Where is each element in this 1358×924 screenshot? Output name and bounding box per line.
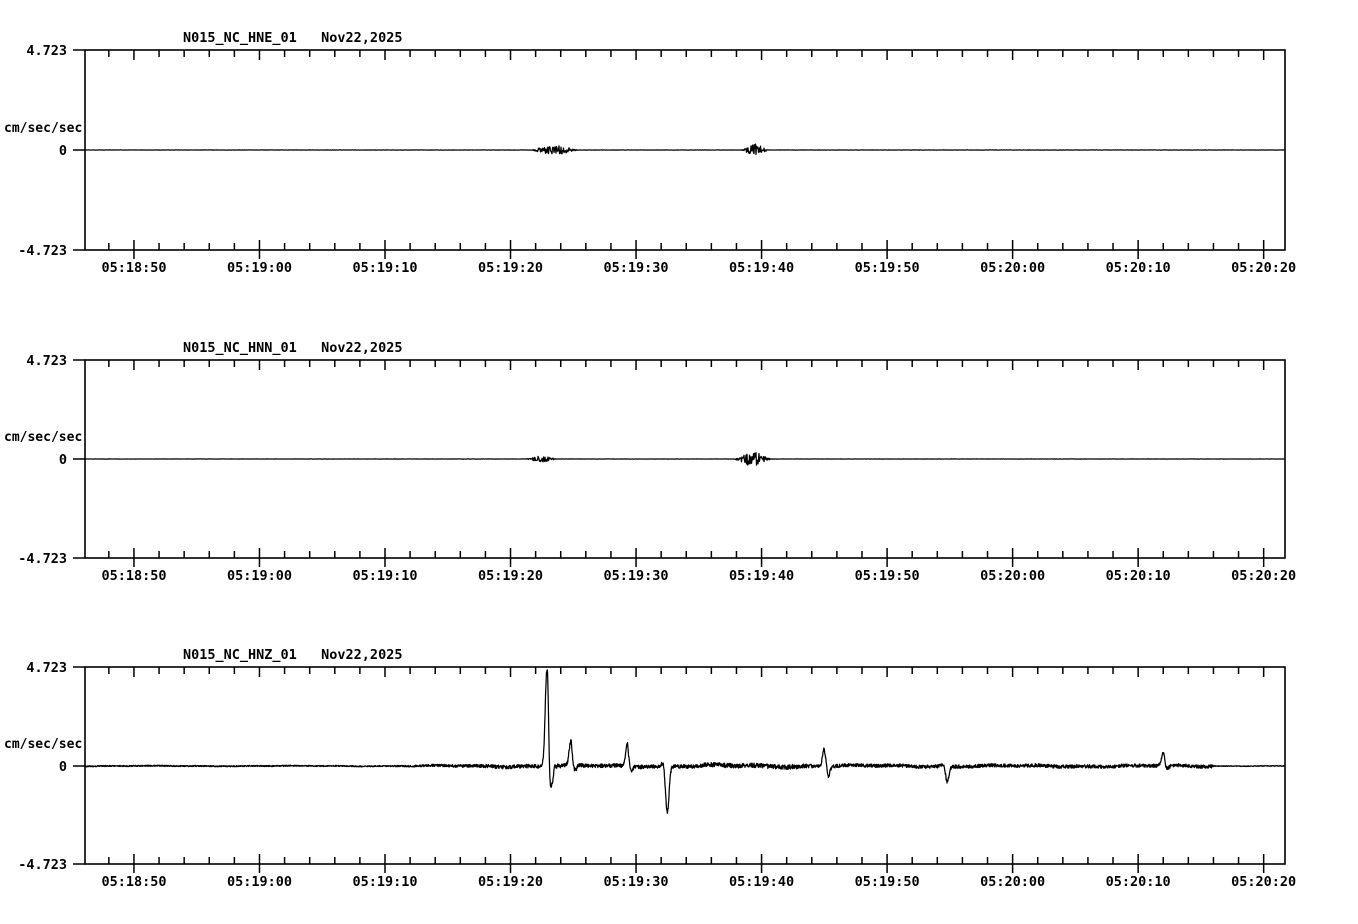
y-axis-unit-label: cm/sec/sec bbox=[4, 430, 82, 445]
x-tick-label: 05:18:50 bbox=[101, 568, 166, 584]
panel-title: N015_NC_HNZ_01 Nov22,2025 bbox=[183, 647, 402, 663]
y-tick-label-min: -4.723 bbox=[18, 857, 67, 873]
x-tick-label: 05:19:40 bbox=[729, 874, 794, 890]
x-tick-label: 05:19:50 bbox=[855, 874, 920, 890]
x-tick-label: 05:20:20 bbox=[1231, 260, 1296, 276]
x-tick-label: 05:18:50 bbox=[101, 260, 166, 276]
x-tick-label: 05:20:00 bbox=[980, 874, 1045, 890]
y-tick-label-max: 4.723 bbox=[26, 353, 67, 369]
x-tick-label: 05:20:00 bbox=[980, 260, 1045, 276]
x-tick-label: 05:19:30 bbox=[604, 260, 669, 276]
waveform-trace bbox=[84, 143, 1286, 156]
x-tick-label: 05:19:30 bbox=[604, 874, 669, 890]
y-tick-label-min: -4.723 bbox=[18, 551, 67, 567]
x-tick-label: 05:19:10 bbox=[352, 874, 417, 890]
y-axis-unit-label: cm/sec/sec bbox=[4, 737, 82, 752]
waveform-trace bbox=[84, 669, 1286, 814]
waveform-trace bbox=[84, 451, 1286, 466]
x-tick-label: 05:19:50 bbox=[855, 260, 920, 276]
y-tick-label-max: 4.723 bbox=[26, 43, 67, 59]
x-tick-label: 05:18:50 bbox=[101, 874, 166, 890]
x-tick-label: 05:19:20 bbox=[478, 260, 543, 276]
panel-n015_nc_hnz_01: N015_NC_HNZ_01 Nov22,2025 4.723 0 -4.723 cm/… bbox=[4, 647, 1296, 890]
x-tick-label: 05:19:50 bbox=[855, 568, 920, 584]
x-tick-label: 05:20:20 bbox=[1231, 874, 1296, 890]
x-tick-label: 05:19:10 bbox=[352, 568, 417, 584]
x-tick-label: 05:20:10 bbox=[1106, 874, 1171, 890]
y-axis-unit-label: cm/sec/sec bbox=[4, 121, 82, 136]
x-tick-label: 05:19:00 bbox=[227, 260, 292, 276]
x-tick-label: 05:19:40 bbox=[729, 260, 794, 276]
panel-title: N015_NC_HNN_01 Nov22,2025 bbox=[183, 340, 402, 356]
x-tick-label: 05:19:20 bbox=[478, 874, 543, 890]
x-tick-label: 05:20:10 bbox=[1106, 260, 1171, 276]
panel-n015_nc_hnn_01: N015_NC_HNN_01 Nov22,2025 4.723 0 -4.723 cm/… bbox=[4, 340, 1296, 584]
x-tick-label: 05:19:20 bbox=[478, 568, 543, 584]
x-tick-label: 05:19:00 bbox=[227, 874, 292, 890]
panel-n015_nc_hne_01: N015_NC_HNE_01 Nov22,2025 4.723 0 -4.723 cm/… bbox=[4, 30, 1296, 276]
y-tick-label-zero: 0 bbox=[59, 452, 67, 468]
y-tick-label-max: 4.723 bbox=[26, 660, 67, 676]
x-tick-label: 05:20:20 bbox=[1231, 568, 1296, 584]
x-tick-label: 05:20:10 bbox=[1106, 568, 1171, 584]
y-tick-label-min: -4.723 bbox=[18, 243, 67, 259]
x-tick-label: 05:19:00 bbox=[227, 568, 292, 584]
x-tick-label: 05:19:10 bbox=[352, 260, 417, 276]
x-tick-label: 05:19:40 bbox=[729, 568, 794, 584]
panel-title: N015_NC_HNE_01 Nov22,2025 bbox=[183, 30, 402, 46]
x-tick-label: 05:19:30 bbox=[604, 568, 669, 584]
y-tick-label-zero: 0 bbox=[59, 759, 67, 775]
x-tick-label: 05:20:00 bbox=[980, 568, 1045, 584]
y-tick-label-zero: 0 bbox=[59, 143, 67, 159]
